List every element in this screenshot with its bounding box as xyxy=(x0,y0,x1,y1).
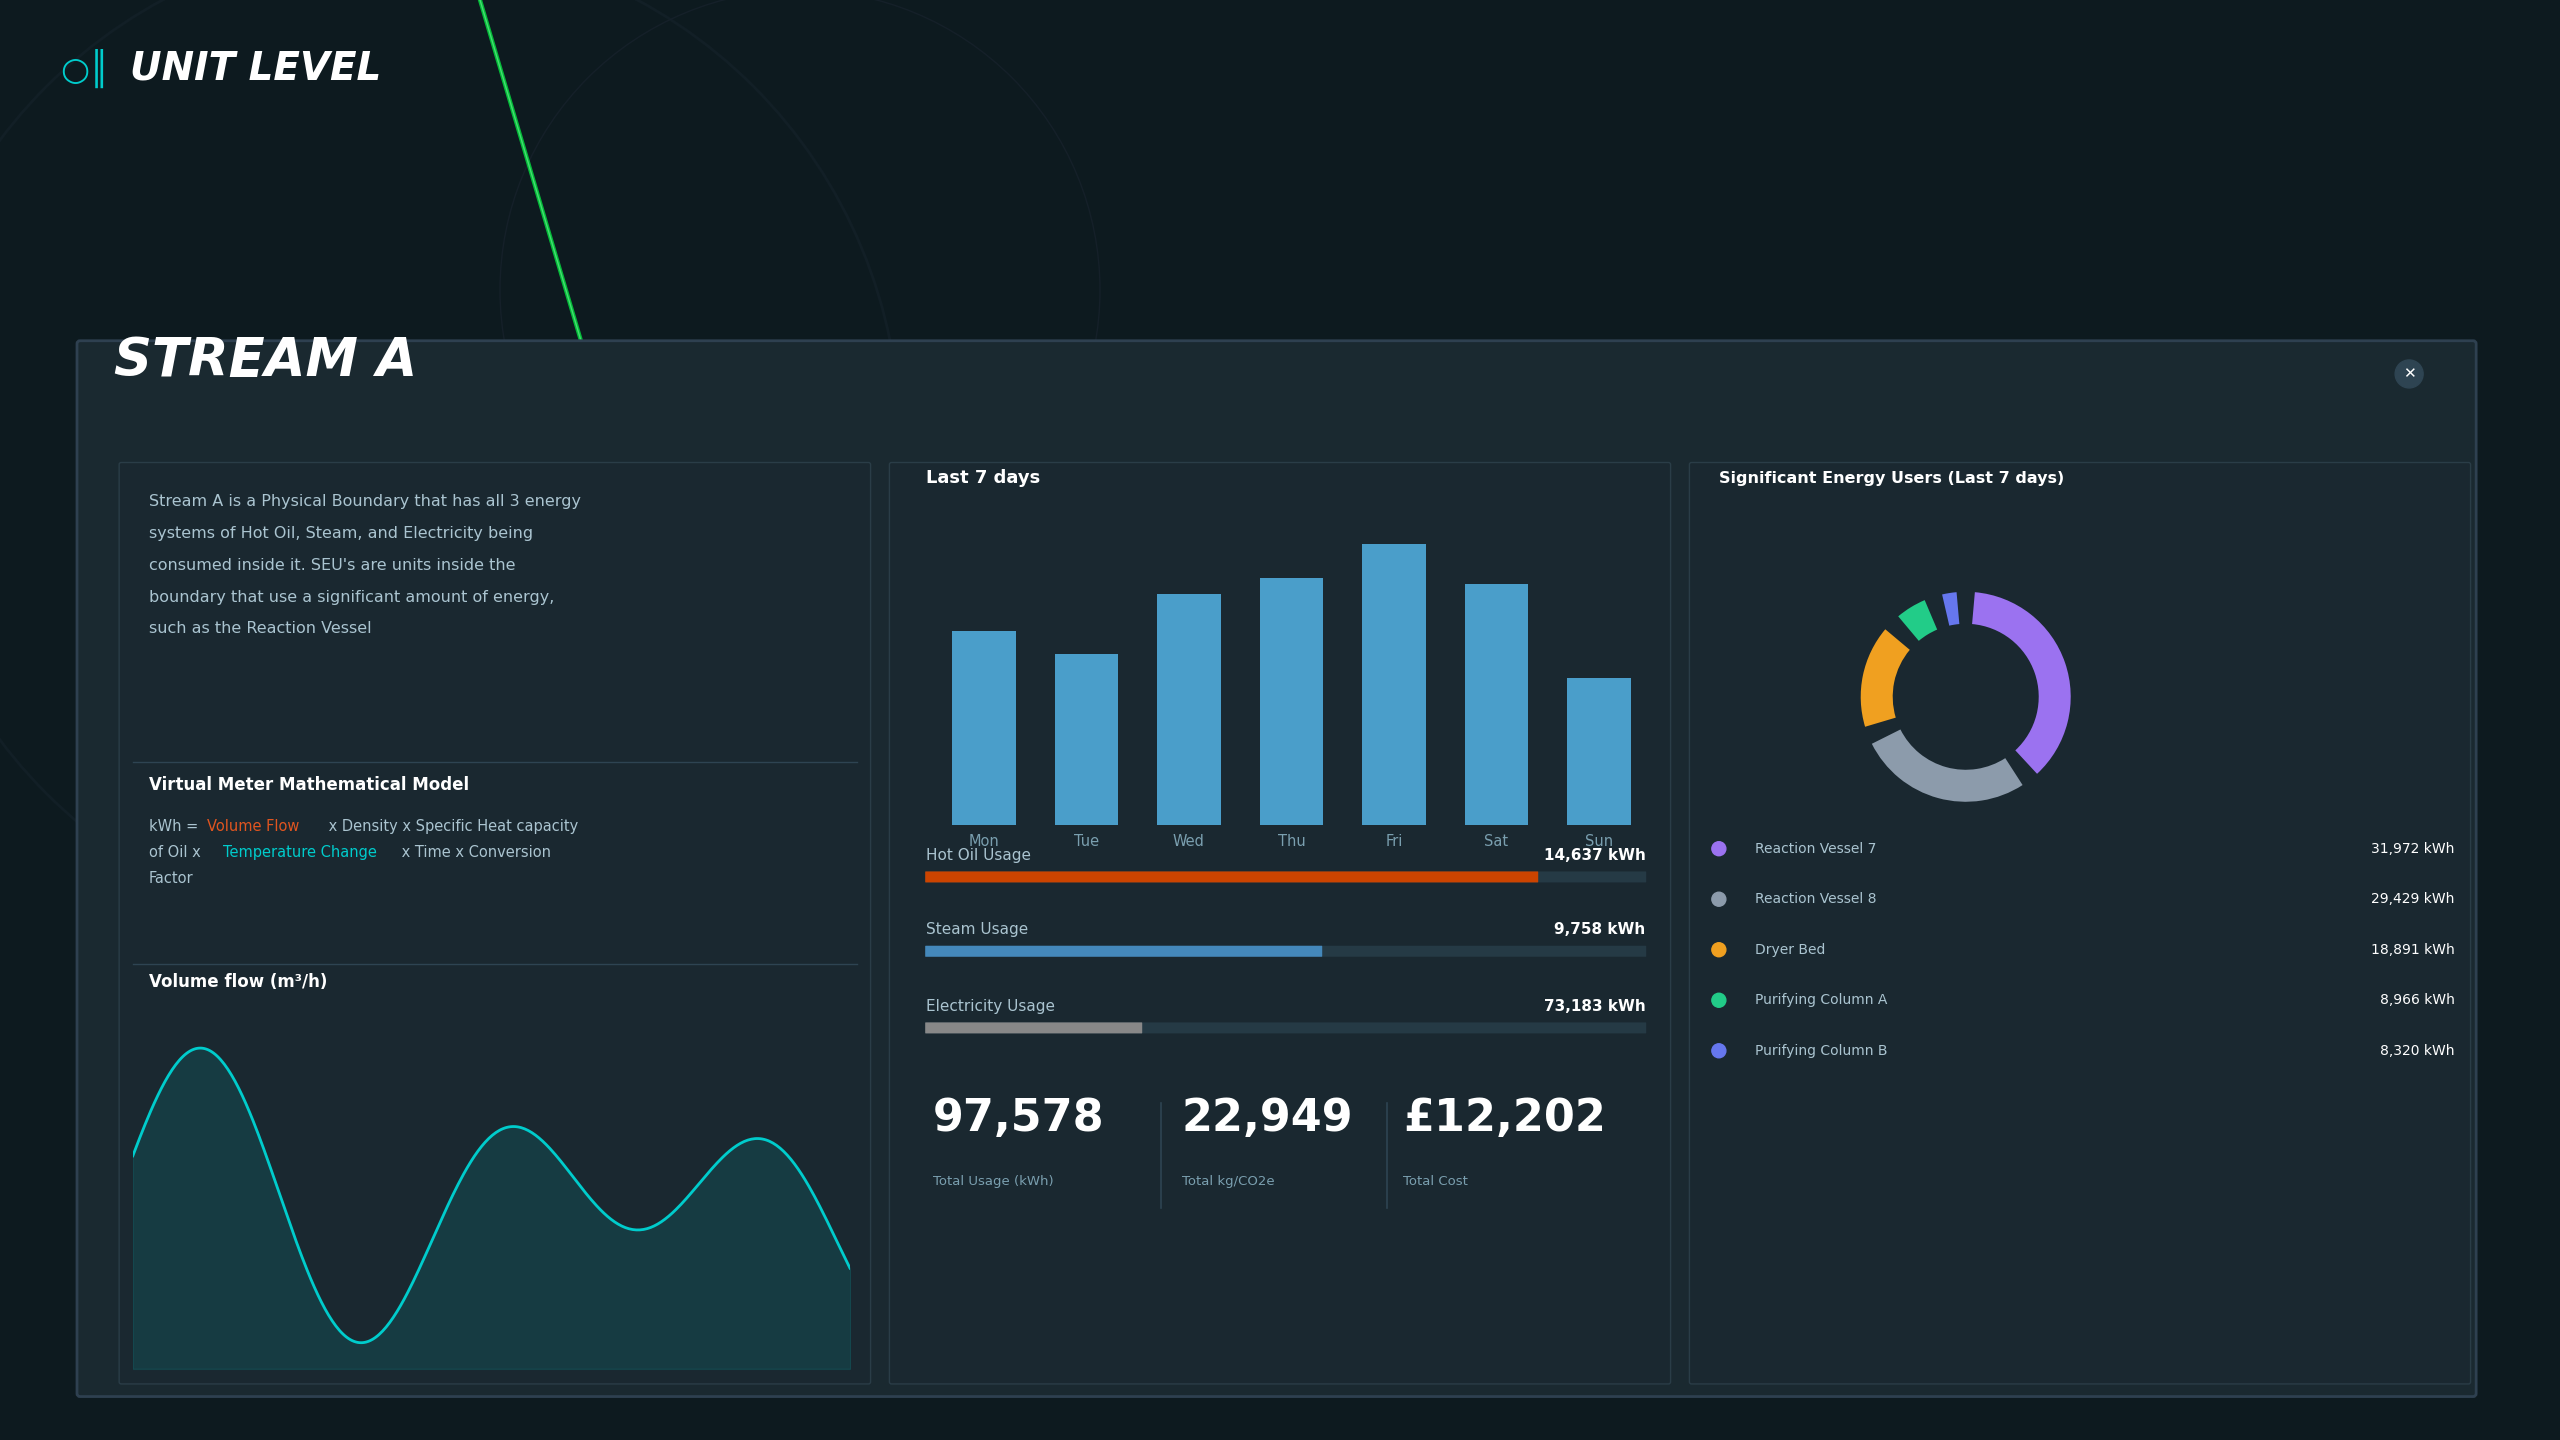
Text: Virtual Meter Mathematical Model: Virtual Meter Mathematical Model xyxy=(148,776,468,793)
FancyBboxPatch shape xyxy=(924,871,1646,883)
Text: Total Cost: Total Cost xyxy=(1403,1175,1469,1188)
Text: kWh =: kWh = xyxy=(148,819,202,835)
Bar xyxy=(1055,654,1119,825)
Text: x Density x Specific Heat capacity: x Density x Specific Heat capacity xyxy=(323,819,579,835)
Bar xyxy=(1567,678,1631,825)
Text: Factor: Factor xyxy=(148,871,192,886)
Wedge shape xyxy=(1861,629,1910,727)
Text: Volume Flow: Volume Flow xyxy=(207,819,300,835)
Text: Dryer Bed: Dryer Bed xyxy=(1756,943,1825,956)
Circle shape xyxy=(1713,1044,1725,1058)
Wedge shape xyxy=(1943,592,1958,625)
Text: £12,202: £12,202 xyxy=(1403,1097,1605,1140)
Text: systems of Hot Oil, Steam, and Electricity being: systems of Hot Oil, Steam, and Electrici… xyxy=(148,526,532,541)
Text: 22,949: 22,949 xyxy=(1183,1097,1354,1140)
Wedge shape xyxy=(1971,592,2071,773)
Text: Volume flow (m³/h): Volume flow (m³/h) xyxy=(148,973,328,991)
Text: 97,578: 97,578 xyxy=(932,1097,1103,1140)
Text: x Time x Conversion: x Time x Conversion xyxy=(397,845,550,860)
Text: Reaction Vessel 7: Reaction Vessel 7 xyxy=(1756,842,1876,855)
Text: Electricity Usage: Electricity Usage xyxy=(927,999,1055,1014)
FancyBboxPatch shape xyxy=(924,1022,1142,1034)
FancyBboxPatch shape xyxy=(77,341,2476,1397)
Text: 8,966 kWh: 8,966 kWh xyxy=(2381,994,2455,1007)
Bar xyxy=(952,631,1016,825)
Text: STREAM A: STREAM A xyxy=(115,336,417,387)
FancyBboxPatch shape xyxy=(120,462,870,1384)
Text: 18,891 kWh: 18,891 kWh xyxy=(2371,943,2455,956)
Text: Hot Oil Usage: Hot Oil Usage xyxy=(927,848,1032,863)
Text: 9,758 kWh: 9,758 kWh xyxy=(1554,922,1646,937)
Circle shape xyxy=(1713,842,1725,855)
Text: Significant Energy Users (Last 7 days): Significant Energy Users (Last 7 days) xyxy=(1718,471,2063,487)
Text: such as the Reaction Vessel: such as the Reaction Vessel xyxy=(148,622,371,636)
Text: Stream A is a Physical Boundary that has all 3 energy: Stream A is a Physical Boundary that has… xyxy=(148,494,581,510)
FancyBboxPatch shape xyxy=(924,1022,1646,1034)
Text: boundary that use a significant amount of energy,: boundary that use a significant amount o… xyxy=(148,589,553,605)
Text: 8,320 kWh: 8,320 kWh xyxy=(2381,1044,2455,1058)
Text: Last 7 days: Last 7 days xyxy=(927,469,1039,487)
Circle shape xyxy=(1713,943,1725,956)
Text: Purifying Column A: Purifying Column A xyxy=(1756,994,1887,1007)
Text: Total Usage (kWh): Total Usage (kWh) xyxy=(932,1175,1052,1188)
Text: 29,429 kWh: 29,429 kWh xyxy=(2371,893,2455,906)
Text: ✕: ✕ xyxy=(2404,366,2417,382)
Text: 73,183 kWh: 73,183 kWh xyxy=(1544,999,1646,1014)
Text: Reaction Vessel 8: Reaction Vessel 8 xyxy=(1756,893,1876,906)
FancyBboxPatch shape xyxy=(888,462,1672,1384)
FancyBboxPatch shape xyxy=(1690,462,2470,1384)
Text: UNIT LEVEL: UNIT LEVEL xyxy=(131,50,381,88)
FancyBboxPatch shape xyxy=(924,946,1646,956)
Wedge shape xyxy=(1871,730,2022,802)
Bar xyxy=(1260,577,1324,825)
Text: 14,637 kWh: 14,637 kWh xyxy=(1544,848,1646,863)
Text: 31,972 kWh: 31,972 kWh xyxy=(2371,842,2455,855)
Circle shape xyxy=(2396,360,2424,387)
Bar xyxy=(1157,595,1221,825)
FancyBboxPatch shape xyxy=(924,946,1321,956)
Bar xyxy=(1362,544,1426,825)
Text: consumed inside it. SEU's are units inside the: consumed inside it. SEU's are units insi… xyxy=(148,557,515,573)
Text: ○║: ○║ xyxy=(59,49,110,88)
Circle shape xyxy=(1713,893,1725,906)
Text: Steam Usage: Steam Usage xyxy=(927,922,1029,937)
Text: Temperature Change: Temperature Change xyxy=(223,845,376,860)
FancyBboxPatch shape xyxy=(924,871,1539,883)
Text: Total kg/CO2e: Total kg/CO2e xyxy=(1183,1175,1275,1188)
Circle shape xyxy=(1713,994,1725,1007)
Bar xyxy=(1464,585,1528,825)
Wedge shape xyxy=(1897,600,1938,641)
Text: Purifying Column B: Purifying Column B xyxy=(1756,1044,1887,1058)
Text: of Oil x: of Oil x xyxy=(148,845,205,860)
